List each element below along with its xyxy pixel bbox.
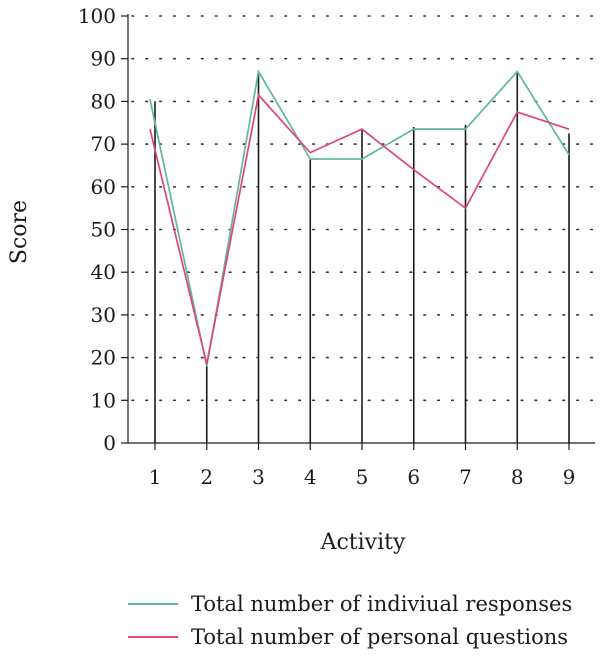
x-tick-label-5: 5 [356,465,369,489]
y-tick-label-100: 100 [78,4,116,28]
activity-bars [154,71,570,443]
series-line-personal [149,93,570,365]
y-tick-label-40: 40 [91,260,116,284]
series-lines [149,69,570,367]
legend-label-personal: Total number of personal questions [191,625,568,649]
y-tick-label-50: 50 [91,218,116,242]
x-tick-label-8: 8 [511,465,524,489]
y-tick-label-70: 70 [91,132,116,156]
series-line-responses [149,69,570,367]
y-tick-label-0: 0 [103,431,116,455]
y-tick-label-90: 90 [91,47,116,71]
x-axis-title: Activity [320,530,406,555]
y-tick-label-30: 30 [91,303,116,327]
legend: Total number of indiviual responses Tota… [128,592,572,649]
y-tick-label-80: 80 [91,89,116,113]
x-tick-label-3: 3 [252,465,265,489]
y-axis-title: Score [7,200,32,264]
x-tick-label-1: 1 [149,465,162,489]
y-tick-label-60: 60 [91,175,116,199]
x-tick-labels: 1 2 3 4 5 6 7 8 9 [149,465,576,489]
y-tick-label-10: 10 [91,388,116,412]
x-tick-label-6: 6 [407,465,420,489]
y-tick-labels: 0 10 20 30 40 50 60 70 80 90 100 [78,4,116,455]
x-tick-label-2: 2 [200,465,213,489]
x-tick-label-4: 4 [304,465,317,489]
y-tick-label-20: 20 [91,346,116,370]
axes [121,14,595,450]
x-tick-label-7: 7 [459,465,472,489]
x-tick-label-9: 9 [563,465,576,489]
legend-label-responses: Total number of indiviual responses [191,592,572,616]
